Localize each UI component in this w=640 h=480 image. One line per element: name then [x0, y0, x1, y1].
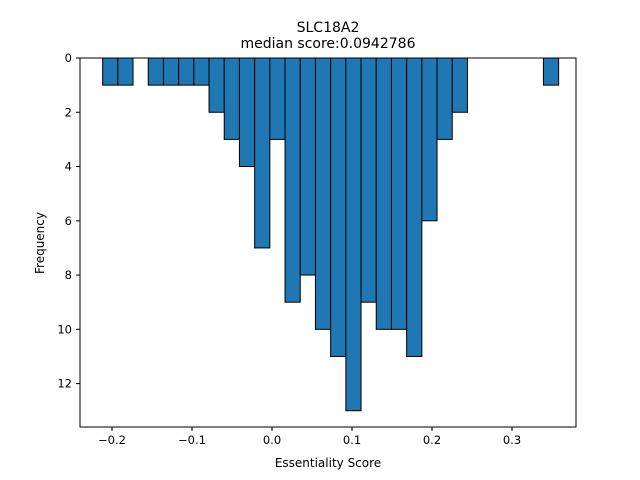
histogram-bar: [102, 57, 119, 86]
histogram-bar: [284, 57, 301, 303]
x-tick-label: 0.1: [343, 433, 361, 447]
histogram-bar: [223, 57, 240, 140]
histogram-bar: [542, 57, 560, 86]
chart-subtitle: median score:0.0942786: [241, 36, 416, 52]
x-axis-ticks: −0.2 −0.1 0.0 0.1 0.2 0.3: [98, 427, 521, 447]
bars-group: [102, 57, 560, 412]
chart-title: SLC18A2: [297, 20, 360, 36]
histogram-bar: [208, 57, 225, 113]
histogram-bar: [375, 57, 392, 330]
histogram-bar: [178, 57, 195, 86]
y-tick-label: 2: [65, 105, 72, 119]
y-tick-label: 10: [57, 322, 72, 336]
x-tick-label: −0.2: [98, 433, 126, 447]
histogram-bar: [254, 57, 271, 249]
y-tick-label: 6: [65, 214, 72, 228]
x-tick-label: 0.0: [263, 433, 281, 447]
y-axis-ticks: 0 2 4 6 8 10 12: [57, 51, 80, 391]
y-tick-label: 4: [65, 160, 72, 174]
histogram-bar: [299, 57, 316, 276]
y-tick-label: 12: [57, 377, 72, 391]
histogram-bar: [406, 57, 423, 357]
y-tick-label: 0: [65, 51, 72, 65]
histogram-bar: [314, 57, 332, 330]
histogram-bar: [238, 57, 256, 168]
histogram-bar: [117, 57, 134, 86]
y-tick-label: 8: [65, 268, 72, 282]
histogram-bar: [360, 57, 377, 303]
x-tick-label: 0.3: [503, 433, 521, 447]
x-axis-label: Essentiality Score: [275, 456, 381, 470]
histogram-bar: [436, 57, 453, 140]
histogram-bar: [193, 57, 210, 86]
plot-frame: [79, 57, 577, 428]
histogram-bar: [330, 57, 347, 357]
histogram-bar: [390, 57, 408, 330]
histogram-bar: [421, 57, 438, 222]
x-tick-label: −0.1: [178, 433, 206, 447]
histogram-bar: [147, 57, 164, 86]
histogram-bar: [269, 57, 286, 140]
histogram-bar: [451, 57, 468, 113]
y-axis-label: Frequency: [33, 212, 47, 274]
histogram-bar: [162, 57, 180, 86]
histogram-bar: [345, 57, 362, 412]
x-tick-label: 0.2: [423, 433, 441, 447]
